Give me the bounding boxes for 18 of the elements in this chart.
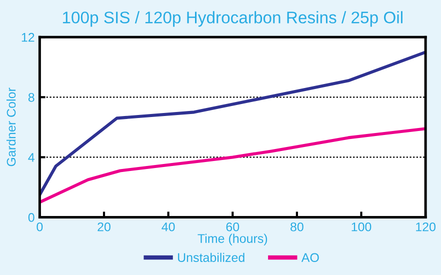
x-tick-label: 20 (98, 222, 110, 232)
y-tick-label: 8 (28, 92, 34, 102)
legend-label: AO (301, 253, 319, 262)
x-tick-label: 60 (226, 222, 240, 232)
y-tick-label: 12 (22, 32, 34, 42)
y-tick-label: 0 (28, 213, 34, 222)
y-tick-label: 4 (28, 153, 34, 162)
y-axis-title: Gardner Color (6, 88, 16, 166)
line-series (40, 127, 426, 204)
line-series (40, 50, 426, 196)
chart-title: 100p SIS / 120p Hydrocarbon Resins / 25p Oil (62, 11, 402, 27)
x-tick-label: 80 (290, 222, 304, 232)
x-tick-label: 40 (162, 222, 175, 232)
x-tick-label: 100 (352, 222, 372, 232)
x-axis-title: Time (hours) (198, 234, 268, 246)
x-tick-label: 0 (36, 222, 43, 232)
x-tick-label: 120 (416, 222, 436, 232)
legend-label: Unstabilized (178, 252, 244, 262)
